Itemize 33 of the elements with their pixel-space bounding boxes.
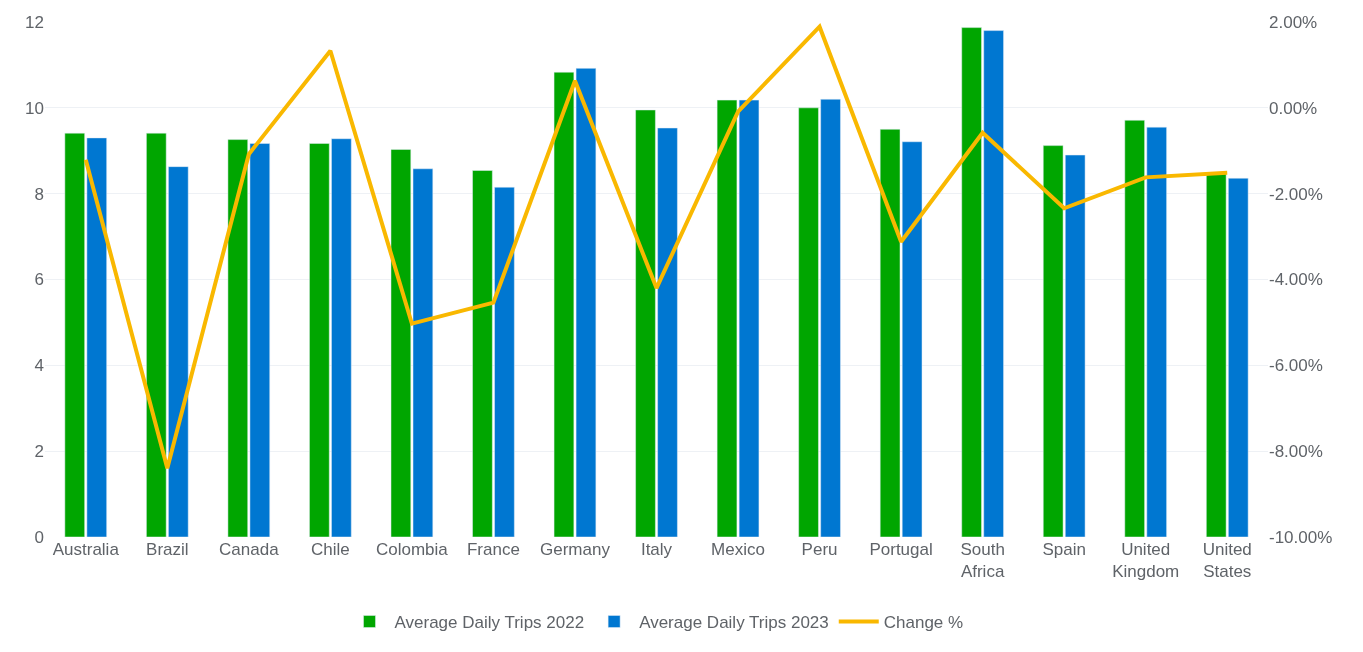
y2-tick-label: -6.00%	[1269, 356, 1323, 376]
y2-tick-label: -2.00%	[1269, 184, 1323, 204]
y-tick-label: 4	[34, 356, 44, 376]
legend-label: Change %	[883, 613, 964, 633]
legend-label: Average Daily Trips 2023	[639, 613, 829, 633]
y-tick-label: 0	[34, 527, 44, 547]
x-tick-label: United States	[1202, 540, 1252, 582]
y2-tick-label: 2.00%	[1269, 12, 1318, 32]
y-tick-label: 10	[25, 98, 44, 118]
legend-label: Average Daily Trips 2022	[394, 613, 585, 633]
x-tick-label: South Africa	[960, 540, 1005, 582]
y-tick-label: 2	[34, 442, 44, 462]
x-tick-label: Spain	[1042, 540, 1086, 559]
x-tick-label: Peru	[801, 540, 838, 559]
y-tick-label: 12	[25, 12, 44, 32]
x-tick-label: Chile	[310, 540, 350, 559]
y2-tick-label: -8.00%	[1269, 442, 1323, 462]
y-tick-label: 8	[34, 184, 44, 204]
x-tick-label: Italy	[640, 540, 673, 559]
x-tick-label: France	[466, 540, 520, 559]
y-tick-label: 6	[34, 270, 44, 290]
y2-tick-label: -10.00%	[1269, 527, 1333, 547]
y2-tick-label: 0.00%	[1269, 98, 1318, 118]
line-series	[83, 24, 1230, 471]
x-tick-label: Brazil	[146, 540, 189, 559]
x-tick-label: Portugal	[869, 540, 933, 559]
x-tick-label: Mexico	[711, 540, 765, 559]
y2-tick-label: -4.00%	[1269, 270, 1323, 290]
x-tick-label: Germany	[540, 540, 611, 559]
x-tick-label: United Kingdom	[1112, 540, 1180, 582]
x-tick-label: Canada	[219, 540, 280, 559]
x-tick-label: Australia	[52, 540, 120, 559]
x-tick-label: Colombia	[375, 540, 449, 559]
